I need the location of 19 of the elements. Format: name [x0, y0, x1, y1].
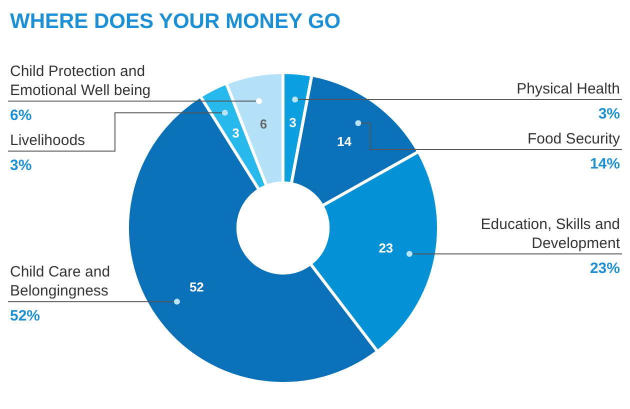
data-label: 14: [336, 134, 352, 150]
text: 3%: [10, 157, 32, 174]
chart-title: WHERE DOES YOUR MONEY GO: [10, 10, 341, 33]
text: 3%: [598, 105, 620, 122]
text: 23%: [590, 260, 620, 277]
data-label: 6: [260, 116, 268, 132]
slice-label: Livelihoods: [10, 132, 86, 150]
data-label: 23: [378, 240, 394, 256]
slice-label: Physical Health: [516, 80, 620, 98]
data-label: 52: [189, 279, 204, 294]
text: 14%: [590, 155, 620, 172]
slice-label: Child Protection and Emotional Well being: [10, 63, 151, 100]
data-label: 3: [289, 114, 296, 130]
data-label: 3: [232, 126, 240, 141]
slice-label: Food Security: [527, 130, 620, 148]
slice-label: Child Care and Belongingness: [10, 264, 110, 300]
text: 52%: [10, 308, 40, 325]
text: 6%: [10, 107, 32, 124]
slice-label: Education, Skills and Development: [480, 216, 621, 252]
